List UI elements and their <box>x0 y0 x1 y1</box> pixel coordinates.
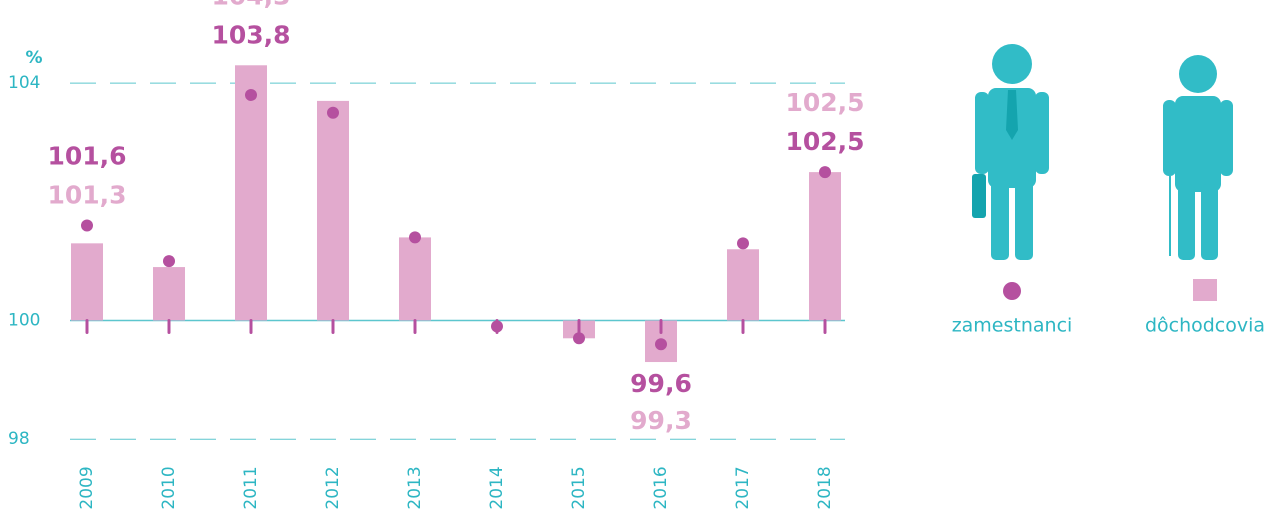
data-label: 99,3 <box>630 406 692 435</box>
x-tick-label: 2009 <box>77 466 97 509</box>
legend-swatch <box>1193 279 1217 301</box>
y-tick-label: 98 <box>8 429 30 449</box>
x-tick-label: 2012 <box>323 466 343 509</box>
x-tick-label: 2011 <box>241 466 261 509</box>
y-axis-label: % <box>25 48 42 68</box>
legend-swatch <box>1003 282 1021 300</box>
data-label: 101,3 <box>47 181 126 210</box>
data-label: 101,6 <box>47 142 126 171</box>
bar <box>317 100 349 321</box>
x-tick-label: 2016 <box>651 466 671 509</box>
dot <box>737 237 749 250</box>
y-tick-label: 104 <box>8 73 40 93</box>
dot <box>491 320 503 333</box>
dot <box>819 166 831 179</box>
data-label: 103,8 <box>211 20 290 49</box>
bar <box>399 237 431 321</box>
bar <box>727 249 759 321</box>
dot <box>409 231 421 244</box>
dot <box>655 338 667 351</box>
legend-icons <box>972 44 1233 260</box>
dot <box>245 88 257 101</box>
x-tick-label: 2018 <box>815 466 835 509</box>
data-label: 102,5 <box>785 127 864 156</box>
x-tick-label: 2015 <box>569 466 589 509</box>
data-label: 104,3 <box>211 0 290 10</box>
legend-label: zamestnanci <box>952 315 1073 337</box>
bar <box>235 65 267 321</box>
dot <box>573 332 585 345</box>
bar <box>71 243 103 321</box>
dot <box>81 219 93 232</box>
y-tick-label: 100 <box>8 310 40 330</box>
dot <box>163 255 175 268</box>
bar <box>809 172 841 321</box>
dot <box>327 106 339 119</box>
data-label: 102,5 <box>785 88 864 117</box>
legend-label: dôchodcovia <box>1145 315 1265 337</box>
data-label: 99,6 <box>630 369 692 398</box>
x-tick-label: 2010 <box>159 466 179 509</box>
x-tick-label: 2017 <box>733 466 753 509</box>
bar <box>153 267 185 321</box>
x-tick-label: 2013 <box>405 466 425 509</box>
x-tick-label: 2014 <box>487 466 507 509</box>
